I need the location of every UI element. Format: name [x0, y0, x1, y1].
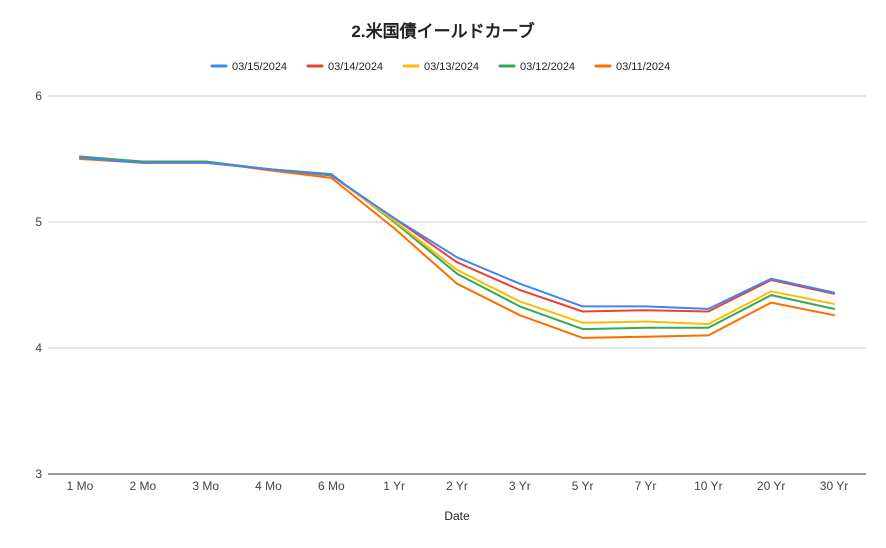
x-tick-label: 10 Yr — [694, 479, 722, 493]
x-tick-label: 2 Mo — [129, 479, 156, 493]
chart-legend: 03/15/2024 03/14/2024 03/13/2024 03/12/2024… — [210, 61, 670, 73]
y-tick-label: 3 — [35, 467, 42, 481]
x-tick-label: 4 Mo — [255, 479, 282, 493]
x-tick-label: 3 Mo — [192, 479, 219, 493]
legend-label: 03/12/2024 — [520, 61, 575, 73]
legend-label: 03/13/2024 — [424, 61, 479, 73]
x-tick-label: 6 Mo — [318, 479, 345, 493]
series-line — [79, 156, 835, 313]
x-axis-ticks: 1 Mo 2 Mo 3 Mo 4 Mo 6 Mo 1 Yr 2 Yr 3 Yr 5 Yr 7 Yr… — [67, 479, 849, 493]
gridlines — [48, 95, 866, 475]
legend-item[interactable]: 03/13/2024 — [402, 61, 479, 73]
series-line — [79, 156, 835, 326]
x-tick-label: 7 Yr — [635, 479, 657, 493]
legend-label: 03/15/2024 — [232, 61, 287, 73]
legend-item[interactable]: 03/11/2024 — [594, 61, 670, 73]
x-tick-label: 30 Yr — [820, 479, 848, 493]
legend-label: 03/14/2024 — [328, 61, 383, 73]
series-line — [79, 155, 835, 331]
x-tick-label: 1 Yr — [383, 479, 405, 493]
legend-item[interactable]: 03/14/2024 — [306, 61, 383, 73]
legend-item[interactable]: 03/12/2024 — [498, 61, 575, 73]
y-tick-label: 5 — [35, 215, 42, 229]
chart-title: 2.米国債イールドカーブ — [351, 21, 534, 41]
series-lines — [79, 155, 835, 339]
series-line — [79, 158, 835, 339]
x-tick-label: 1 Mo — [67, 479, 94, 493]
legend-label: 03/11/2024 — [616, 61, 670, 73]
y-tick-label: 6 — [35, 89, 42, 103]
x-tick-label: 2 Yr — [446, 479, 468, 493]
x-tick-label: 20 Yr — [757, 479, 785, 493]
y-tick-label: 4 — [35, 341, 42, 355]
x-axis-label: Date — [444, 509, 470, 523]
x-tick-label: 3 Yr — [509, 479, 531, 493]
legend-item[interactable]: 03/15/2024 — [210, 61, 287, 73]
y-axis-ticks: 3 4 5 6 — [35, 89, 42, 481]
series-line — [79, 156, 835, 310]
x-tick-label: 5 Yr — [572, 479, 594, 493]
